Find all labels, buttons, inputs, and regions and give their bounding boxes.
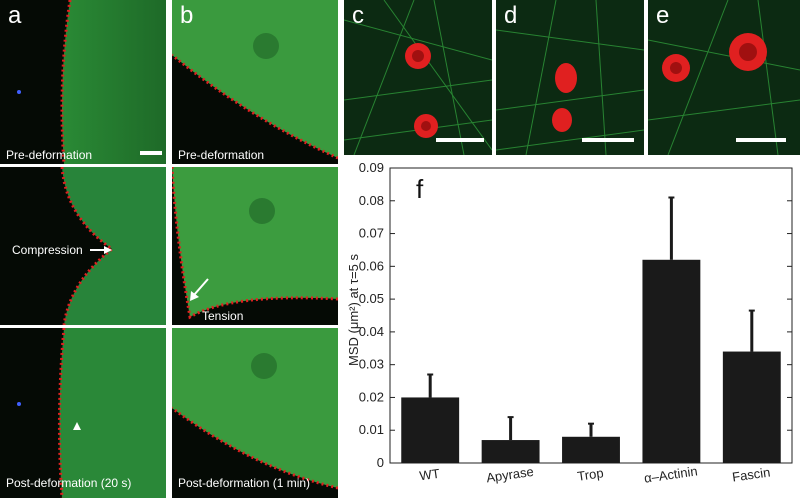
micrograph-d (496, 0, 644, 155)
x-tick-label: Fascin (731, 464, 771, 484)
y-tick-label: 0.09 (359, 160, 384, 175)
caption-b-pre: Pre-deformation (178, 148, 265, 162)
panel-e: e (648, 0, 800, 155)
y-tick-label: 0.01 (359, 422, 384, 437)
micrograph-e (648, 0, 800, 155)
y-tick-label: 0.05 (359, 291, 384, 306)
panel-a-post: Post-deformation (20 s) (0, 328, 166, 498)
y-tick-label: 0.03 (359, 357, 384, 372)
micrograph-b-pre (172, 0, 338, 160)
x-tick-labels: WT Apyrase Trop α–Actinin Fascin (419, 463, 772, 485)
caption-compression: Compression (12, 243, 83, 257)
arrowhead-marker (73, 422, 81, 430)
micrograph-a-pre (17, 0, 166, 164)
panel-b-tension: Tension (172, 167, 338, 325)
caption-b-post: Post-deformation (1 min) (178, 476, 311, 490)
msd-bar-chart: 0 0.01 0.02 0.03 0.04 0.05 0.06 0.07 0.08 0.09 WT… (340, 160, 800, 498)
y-axis-label: MSD (μm²) at τ=5 s (346, 254, 361, 366)
micrograph-b-tension (172, 167, 338, 320)
panel-label-d: d (504, 2, 518, 29)
panel-d: d (496, 0, 644, 155)
caption-a-pre: Pre-deformation (6, 148, 93, 162)
x-tick-label: WT (419, 466, 441, 484)
bar (722, 351, 781, 463)
scale-bar-c (436, 138, 484, 142)
panel-label-b: b (180, 2, 194, 29)
y-tick-label: 0.06 (359, 258, 384, 273)
micrograph-c (344, 0, 492, 155)
caption-tension: Tension (202, 309, 244, 323)
y-tick-label: 0.08 (359, 193, 384, 208)
panel-c: c (344, 0, 492, 155)
tension-arrow (193, 278, 209, 296)
bar (642, 259, 701, 463)
panel-b-post: Post-deformation (1 min) (172, 328, 338, 498)
panel-b-pre: b Pre-deformation (172, 0, 338, 164)
panel-label-c: c (352, 2, 364, 29)
x-tick-label: Trop (576, 465, 604, 484)
scale-bar-d (582, 138, 634, 142)
panel-a-pre: a Pre-deformation (0, 0, 166, 164)
x-tick-label: α–Actinin (643, 463, 698, 485)
chart-error-bars (427, 196, 755, 441)
y-tick-labels: 0 0.01 0.02 0.03 0.04 0.05 0.06 0.07 0.08 0.09 (359, 160, 384, 470)
y-tick-label: 0 (377, 455, 384, 470)
micrograph-b-post (172, 328, 338, 490)
x-tick-label: Apyrase (485, 464, 534, 485)
caption-a-post: Post-deformation (20 s) (6, 476, 132, 490)
micrograph-a-post (17, 328, 166, 498)
micrograph-a-compression (60, 167, 166, 325)
panel-label-f: f (416, 174, 424, 204)
y-tick-label: 0.02 (359, 389, 384, 404)
scale-bar-e (736, 138, 786, 142)
y-tick-label: 0.04 (359, 324, 384, 339)
scale-bar-a (140, 151, 162, 155)
panel-label-a: a (8, 2, 22, 29)
bar (401, 397, 460, 463)
y-tick-label: 0.07 (359, 226, 384, 241)
panel-a-compression: Compression (0, 167, 166, 325)
bar (481, 440, 540, 463)
bar (562, 436, 620, 463)
chart-bars (401, 259, 781, 463)
panel-label-e: e (656, 2, 670, 29)
